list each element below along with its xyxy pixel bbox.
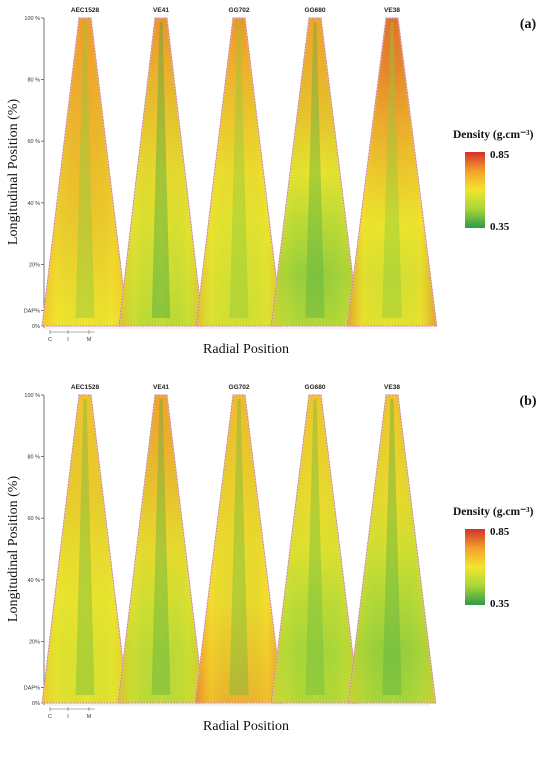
colorbar-min-label: 0.35	[490, 221, 510, 233]
y-tick-label: 100 %	[24, 16, 40, 22]
cone-core-zone	[75, 399, 95, 695]
y-tick-label: 100 %	[24, 393, 40, 399]
colorbar-min-label: 0.35	[490, 598, 510, 610]
y-tick-label: 20%	[29, 639, 40, 645]
cone-radial-shading	[348, 395, 436, 703]
cone-outline	[347, 394, 437, 704]
y-tick-label: 60 %	[27, 139, 40, 145]
cone-radial-shading	[347, 18, 437, 326]
y-axis-title: Longitudinal Position (%)	[6, 99, 21, 246]
series-label: VE41	[153, 7, 169, 14]
colorbar	[465, 152, 485, 228]
colorbar-max-label: 0.85	[490, 526, 510, 538]
colorbar	[465, 529, 485, 605]
panel-label: (a)	[520, 17, 537, 32]
y-tick-label: 20%	[29, 262, 40, 268]
series-label: GG680	[305, 384, 326, 391]
series-label: AEC1528	[71, 7, 100, 14]
x-axis-title: Radial Position	[203, 342, 289, 357]
series-label: GG702	[229, 7, 250, 14]
y-tick-label: 40 %	[27, 578, 40, 584]
cone-radial-shading	[42, 395, 128, 703]
cone-core-zone	[75, 22, 95, 318]
panel-label: (b)	[519, 394, 536, 409]
panel-a: 0% DAP% 20% 40 % 60 % 80 % 100 % Longitudinal P…	[0, 0, 550, 377]
y-tick-label: 80 %	[27, 455, 40, 461]
x-tick-label: I	[67, 337, 69, 343]
cone-radial-shading	[271, 18, 359, 326]
y-tick-label: 40 %	[27, 201, 40, 207]
cone-radial-shading	[42, 18, 128, 326]
legend-title: Density (g.cm⁻³)	[453, 506, 534, 518]
series-label: GG680	[305, 7, 326, 14]
cone-core-zone	[382, 22, 402, 318]
cone-core-zone	[151, 399, 171, 695]
x-tick-label: M	[87, 714, 92, 720]
x-tick-label: C	[48, 714, 52, 720]
y-axis-title: Longitudinal Position (%)	[6, 476, 21, 623]
cone-core-zone	[229, 22, 249, 318]
series-label: VE38	[384, 384, 400, 391]
y-tick-label: 80 %	[27, 78, 40, 84]
series-label: VE38	[384, 7, 400, 14]
y-tick-label: 0%	[32, 324, 40, 330]
x-tick-label: I	[67, 714, 69, 720]
density-chart-b: 0% DAP% 20% 40 % 60 % 80 % 100 % Longitudinal P…	[6, 384, 537, 734]
cone-radial-shading	[195, 395, 283, 703]
y-tick-label: 0%	[32, 701, 40, 707]
series-label: GG702	[229, 384, 250, 391]
x-axis-title: Radial Position	[203, 719, 289, 734]
cone-core-zone	[229, 399, 249, 695]
x-tick-label: M	[87, 337, 92, 343]
cone-radial-shading	[119, 18, 203, 326]
panel-b: 0% DAP% 20% 40 % 60 % 80 % 100 % Longitudinal P…	[0, 377, 550, 754]
cone-core-zone	[382, 399, 402, 695]
x-tick-label: C	[48, 337, 52, 343]
colorbar-max-label: 0.85	[490, 149, 510, 161]
y-tick-label: DAP%	[24, 309, 40, 315]
legend-title: Density (g.cm⁻³)	[453, 129, 534, 141]
series-label: VE41	[153, 384, 169, 391]
cone-core-zone	[305, 22, 325, 318]
cone-radial-shading	[271, 395, 359, 703]
series-label: AEC1528	[71, 384, 100, 391]
cone-core-zone	[305, 399, 325, 695]
density-chart-a: 0% DAP% 20% 40 % 60 % 80 % 100 % Longitudinal P…	[6, 7, 537, 357]
cone-radial-shading	[118, 395, 204, 703]
y-tick-label: DAP%	[24, 686, 40, 692]
cone-radial-shading	[196, 18, 282, 326]
cone-outline	[346, 17, 438, 327]
y-tick-label: 60 %	[27, 516, 40, 522]
cone-core-zone	[151, 22, 171, 318]
